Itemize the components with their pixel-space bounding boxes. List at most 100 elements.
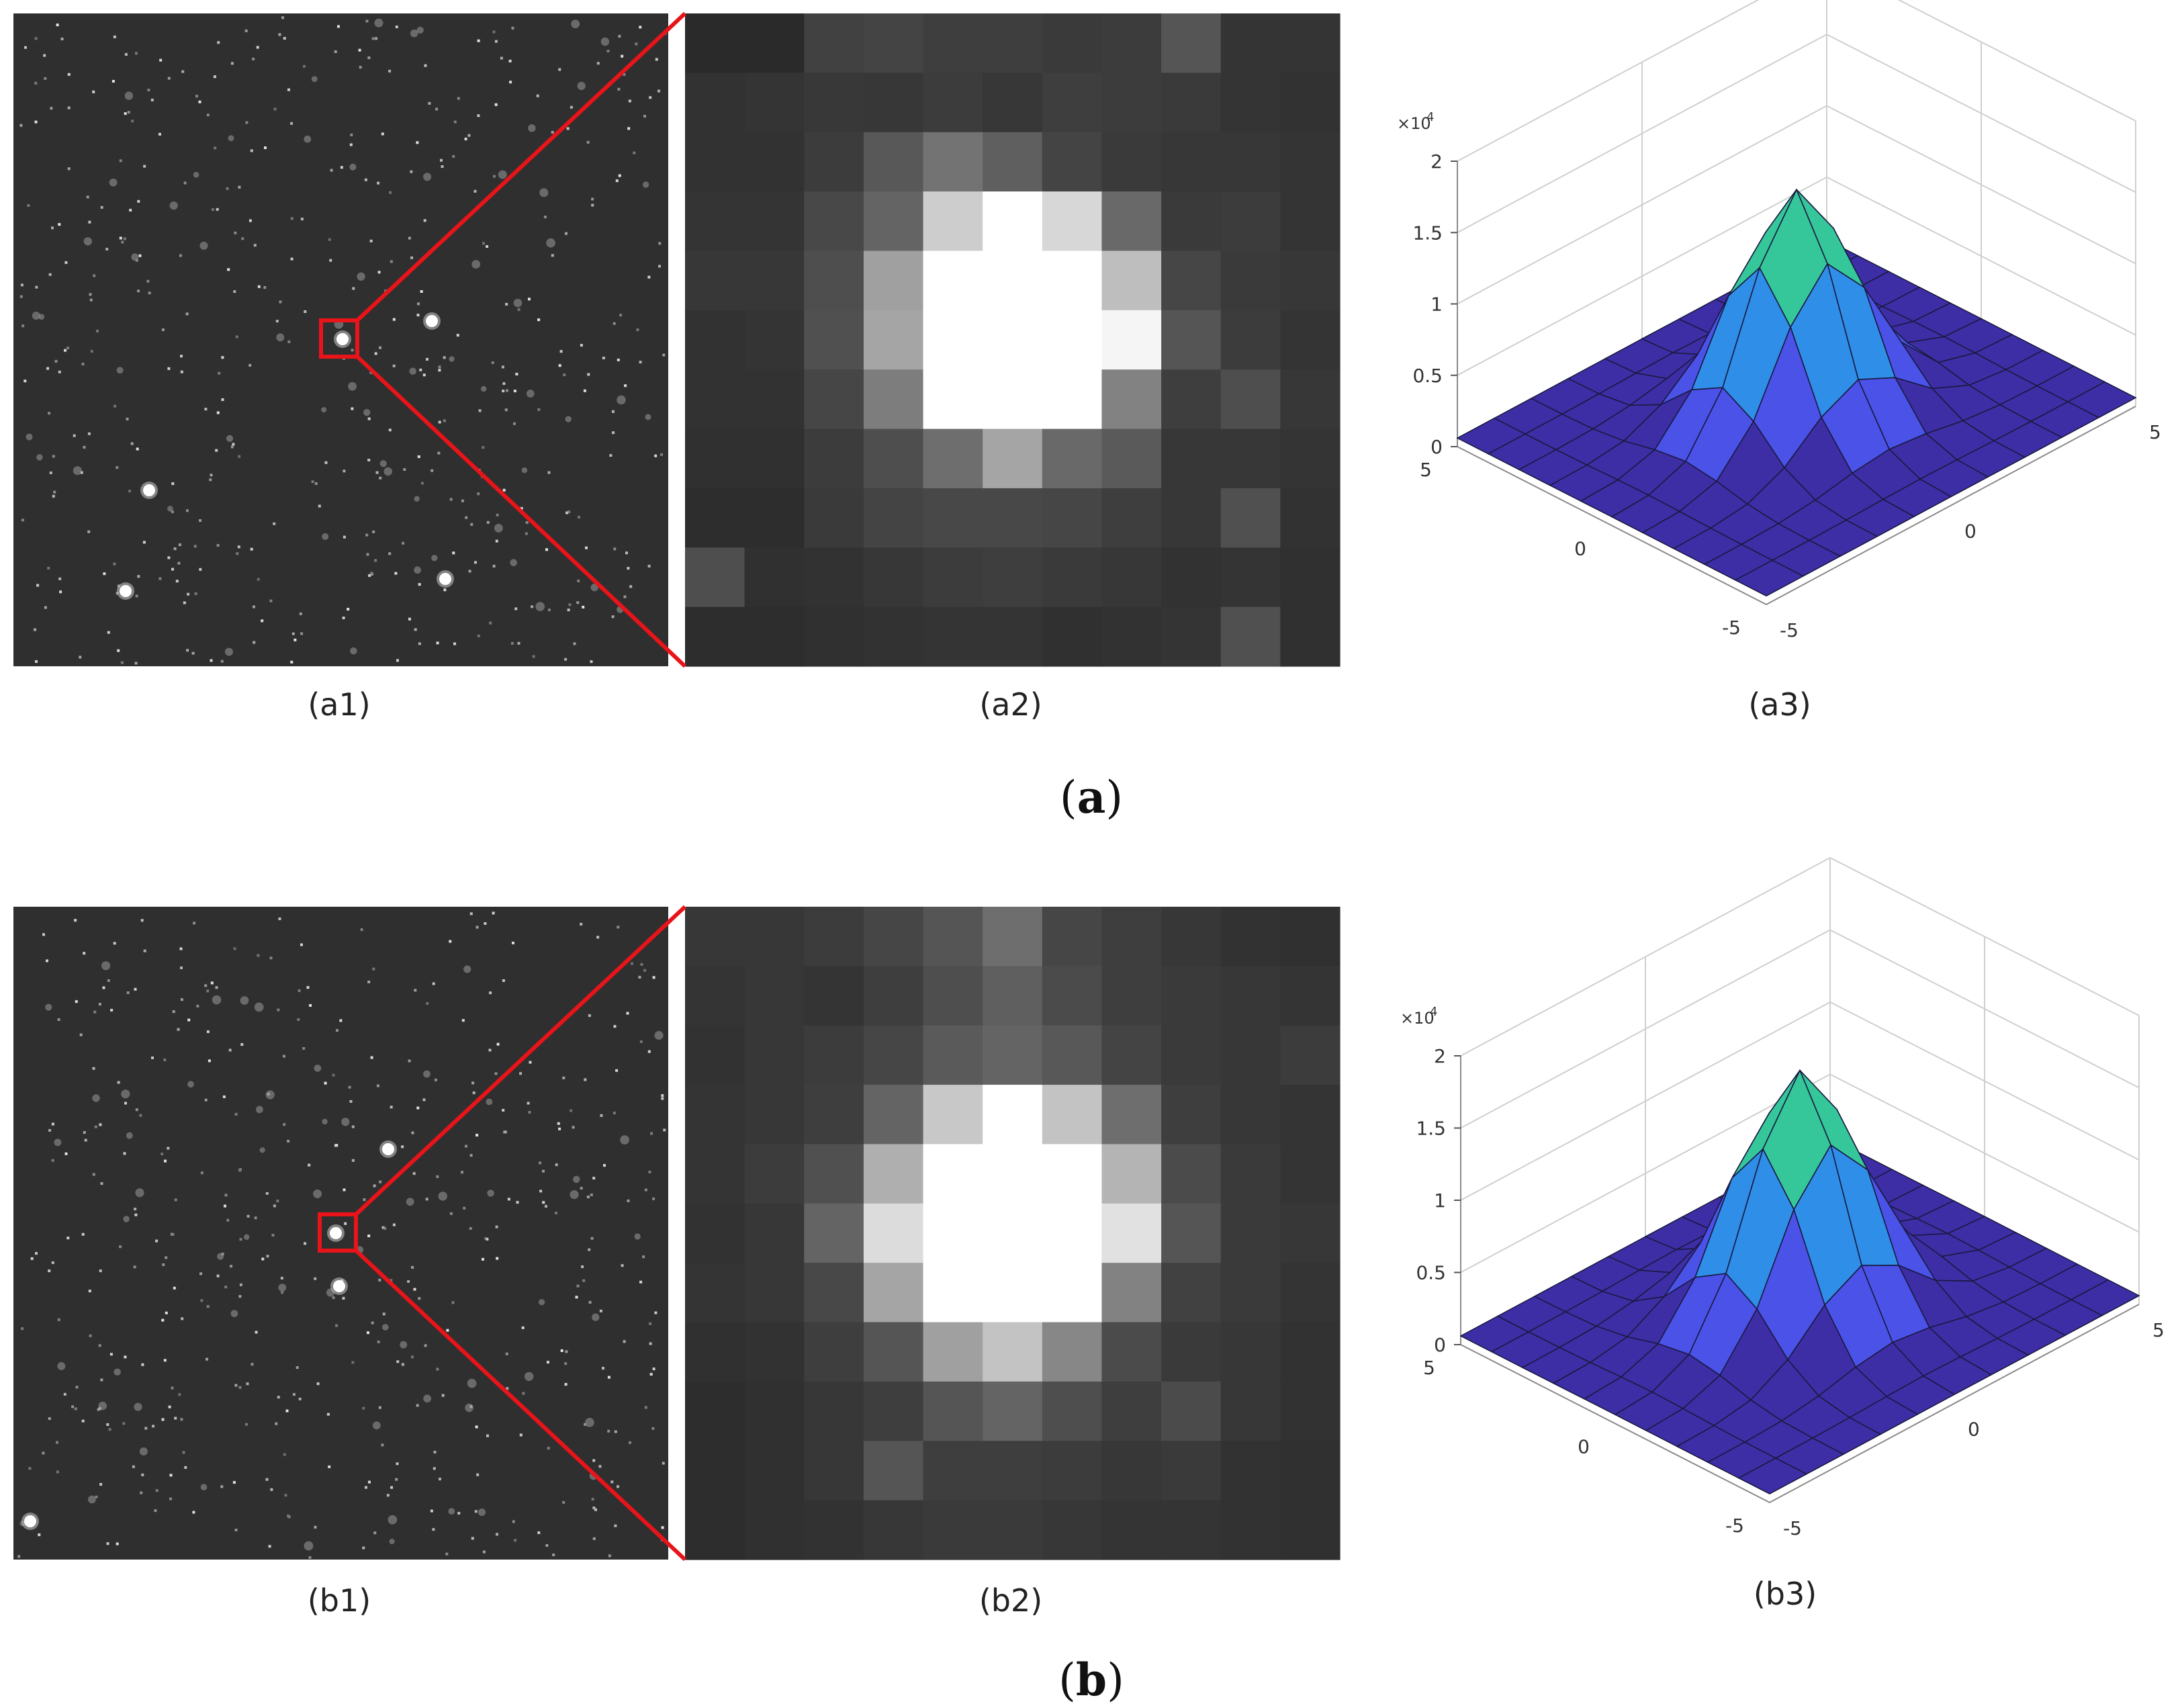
faint-star	[211, 208, 214, 211]
zoom-pixel	[1220, 488, 1281, 548]
faint-star	[649, 1322, 652, 1325]
zoom-pixel	[1161, 1500, 1222, 1560]
faint-star	[545, 1544, 549, 1547]
faint-star	[367, 1331, 369, 1335]
zoom-pixel	[1220, 1203, 1281, 1263]
zoom-pixel	[804, 429, 864, 489]
wall-gridline	[1829, 857, 2140, 1016]
faint-star	[134, 1213, 138, 1216]
faint-star	[488, 1048, 492, 1052]
faint-star	[464, 137, 467, 140]
faint-star	[230, 1265, 233, 1268]
zoom-pixel	[1101, 13, 1162, 73]
faint-star	[562, 1076, 565, 1079]
zoom-pixel	[804, 13, 864, 73]
zoom-pixel	[1042, 1500, 1103, 1560]
faint-star	[67, 106, 71, 109]
x-tick-label: 0	[1578, 1436, 1590, 1458]
faint-star	[494, 1072, 498, 1075]
faint-star	[592, 1507, 596, 1510]
faint-star	[48, 1417, 51, 1421]
faint-star	[237, 545, 240, 549]
zoom-pixel	[1220, 1441, 1281, 1501]
zoom-pixel	[1161, 606, 1222, 667]
faint-star	[565, 511, 569, 514]
faint-star	[575, 1296, 578, 1299]
diffuse-star	[224, 647, 234, 656]
diffuse-star	[471, 260, 481, 269]
zoom-pixel	[983, 1381, 1043, 1441]
faint-star	[367, 1234, 371, 1238]
faint-star	[187, 1018, 191, 1022]
faint-star	[565, 1350, 568, 1353]
faint-star	[266, 1255, 269, 1258]
faint-star	[390, 1279, 393, 1282]
faint-star	[374, 559, 377, 562]
zoom-pixel	[863, 1203, 924, 1263]
faint-star	[57, 1018, 60, 1021]
faint-star	[146, 279, 150, 283]
faint-star	[396, 1462, 399, 1466]
zoom-pixel	[744, 1085, 805, 1145]
faint-star	[239, 1283, 242, 1286]
zoom-pixel	[1220, 966, 1281, 1026]
diffuse-star	[228, 135, 234, 142]
faint-star	[370, 572, 373, 575]
wall-gridline	[1826, 105, 2136, 265]
faint-star	[612, 322, 616, 325]
faint-star	[216, 208, 219, 211]
faint-star	[273, 107, 277, 111]
faint-star	[218, 371, 221, 375]
bright-star	[439, 573, 451, 585]
faint-star	[435, 1078, 437, 1081]
faint-star	[615, 1069, 619, 1072]
faint-star	[193, 922, 196, 925]
faint-star	[584, 1423, 587, 1426]
diffuse-star	[414, 566, 422, 574]
zoom-pixel	[1101, 1322, 1162, 1382]
zoom-pixel	[804, 1322, 864, 1382]
zoom-pixel	[1101, 251, 1162, 311]
faint-star	[416, 1106, 420, 1110]
faint-star	[453, 120, 457, 124]
zoom-pixel	[1280, 606, 1341, 667]
faint-star	[256, 46, 259, 49]
diffuse-star	[634, 1233, 641, 1240]
x-tick-label: 5	[1420, 459, 1432, 481]
bright-star	[330, 1227, 342, 1239]
faint-star	[367, 459, 371, 461]
faint-star	[155, 1239, 158, 1243]
faint-star	[164, 1159, 167, 1163]
faint-star	[278, 917, 281, 920]
z-tick-label: 1.5	[1416, 1118, 1446, 1140]
faint-star	[456, 334, 459, 337]
zoom-pixel	[983, 1500, 1043, 1560]
faint-star	[414, 628, 417, 631]
faint-star	[408, 1059, 411, 1063]
zoom-pixel	[804, 907, 864, 967]
faint-star	[560, 1349, 563, 1352]
faint-star	[478, 409, 482, 412]
diffuse-star	[200, 1484, 208, 1491]
faint-star	[410, 170, 413, 173]
faint-star	[545, 548, 548, 551]
diffuse-star	[431, 555, 438, 561]
faint-star	[316, 1382, 320, 1386]
diffuse-star	[423, 1394, 432, 1403]
faint-star	[124, 112, 127, 116]
faint-star	[495, 1225, 498, 1228]
faint-star	[475, 1425, 478, 1429]
faint-star	[297, 1018, 300, 1021]
faint-star	[389, 191, 392, 194]
faint-star	[507, 1198, 510, 1201]
faint-star	[126, 991, 130, 995]
faint-star	[457, 97, 460, 100]
faint-star	[58, 223, 61, 226]
faint-star	[359, 66, 362, 69]
faint-star	[234, 231, 237, 234]
faint-star	[600, 1114, 603, 1117]
group-label-b: (b)	[1058, 1654, 1124, 1706]
faint-star	[248, 219, 252, 222]
faint-star	[168, 1405, 171, 1408]
faint-star	[107, 631, 110, 634]
